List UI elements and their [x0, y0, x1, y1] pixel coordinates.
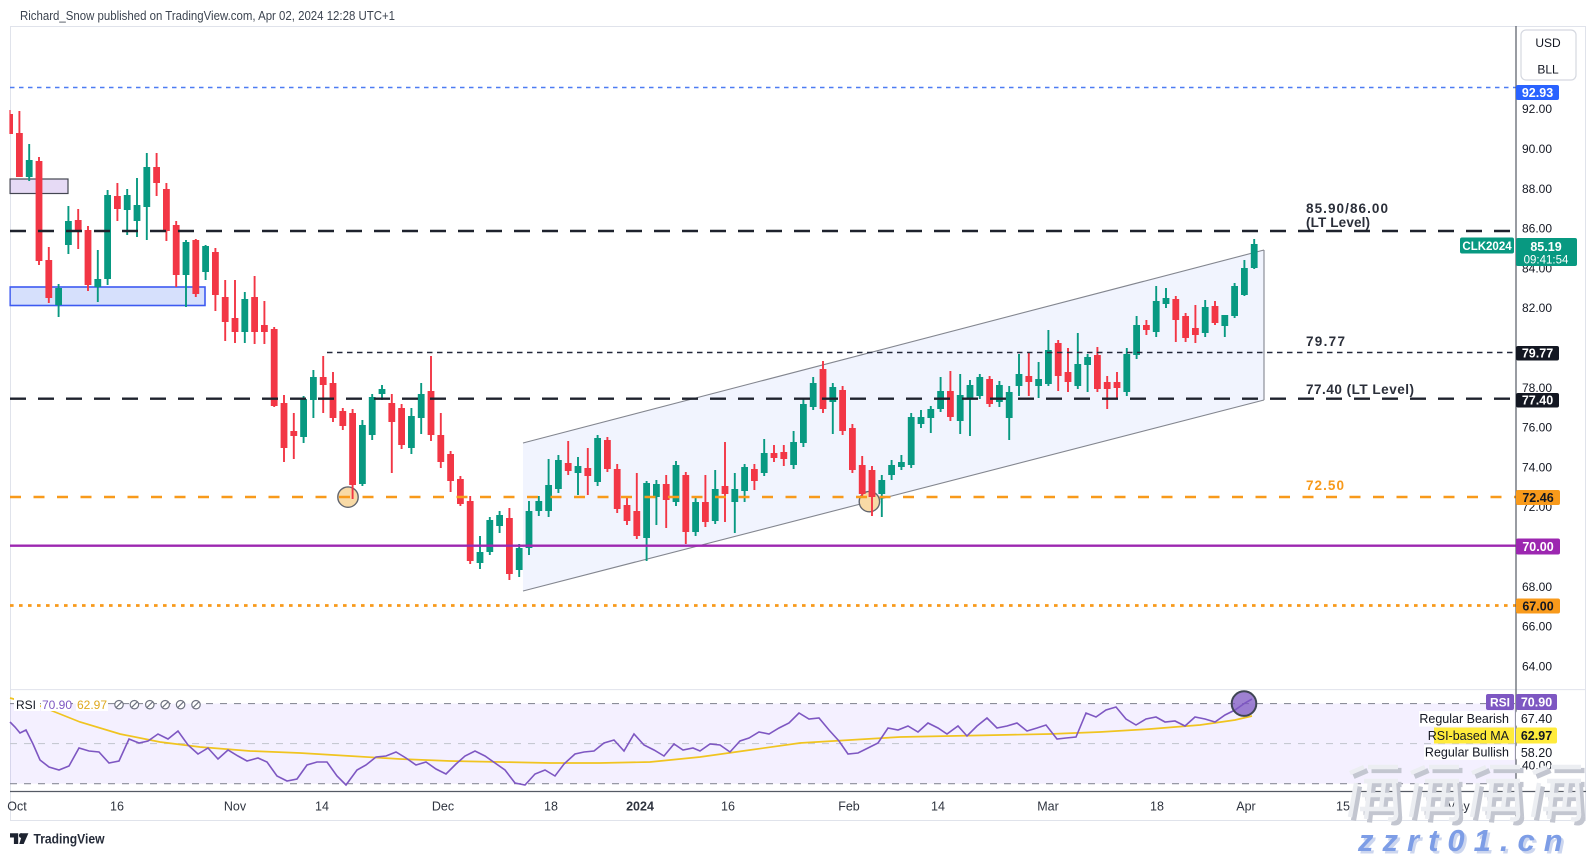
svg-text:16: 16 [721, 800, 735, 814]
svg-text:82.00: 82.00 [1522, 301, 1552, 315]
svg-text:Oct: Oct [7, 800, 27, 814]
svg-text:92.93: 92.93 [1522, 86, 1553, 100]
svg-text:TradingView: TradingView [34, 832, 105, 847]
svg-text:Apr: Apr [1236, 800, 1255, 814]
svg-text:15: 15 [1336, 800, 1350, 814]
svg-text:67.40: 67.40 [1521, 712, 1552, 726]
svg-text:Mar: Mar [1037, 800, 1059, 814]
svg-text:58.20: 58.20 [1521, 746, 1552, 760]
svg-text:85.90/86.00: 85.90/86.00 [1306, 201, 1388, 216]
svg-text:14: 14 [931, 800, 945, 814]
svg-text:88.00: 88.00 [1522, 182, 1552, 196]
svg-text:86.00: 86.00 [1522, 222, 1552, 236]
svg-text:74.00: 74.00 [1522, 460, 1552, 474]
svg-text:14: 14 [315, 800, 329, 814]
svg-text:16: 16 [110, 800, 124, 814]
svg-text:(LT Level): (LT Level) [1306, 215, 1370, 230]
svg-text:CLK2024: CLK2024 [1462, 241, 1512, 253]
svg-text:70.90: 70.90 [42, 698, 72, 712]
svg-text:62.97: 62.97 [1521, 729, 1552, 743]
svg-text:RSI: RSI [1490, 695, 1510, 709]
svg-text:Dec: Dec [432, 800, 454, 814]
svg-text:64.00: 64.00 [1522, 659, 1552, 673]
svg-text:79.77: 79.77 [1306, 334, 1345, 349]
svg-text:2024: 2024 [626, 800, 654, 814]
svg-text:RSI: RSI [16, 698, 36, 712]
svg-text:18: 18 [544, 800, 558, 814]
svg-text:Nov: Nov [224, 800, 247, 814]
svg-text:62.97: 62.97 [77, 698, 107, 712]
svg-text:66.00: 66.00 [1522, 620, 1552, 634]
svg-text:BLL: BLL [1537, 63, 1559, 77]
svg-text:77.40: 77.40 [1522, 394, 1553, 408]
svg-text:Feb: Feb [838, 800, 860, 814]
svg-text:Regular Bullish: Regular Bullish [1425, 746, 1509, 760]
svg-text:70.00: 70.00 [1522, 540, 1553, 554]
svg-text:79.77: 79.77 [1522, 347, 1553, 361]
svg-text:68.00: 68.00 [1522, 580, 1552, 594]
svg-text:70.90: 70.90 [1521, 695, 1552, 709]
svg-text:Regular Bearish: Regular Bearish [1419, 712, 1509, 726]
svg-text:18: 18 [1150, 800, 1164, 814]
svg-text:90.00: 90.00 [1522, 142, 1552, 156]
svg-text:67.00: 67.00 [1522, 599, 1553, 613]
svg-text:72.50: 72.50 [1306, 478, 1344, 493]
svg-text:85.19: 85.19 [1530, 240, 1561, 254]
svg-text:72.46: 72.46 [1522, 491, 1553, 505]
svg-text:Richard_Snow published on Trad: Richard_Snow published on TradingView.co… [20, 8, 395, 23]
svg-text:zzrt01.cn: zzrt01.cn [1357, 823, 1572, 857]
svg-text:92.00: 92.00 [1522, 102, 1552, 116]
svg-text:77.40 (LT Level): 77.40 (LT Level) [1306, 382, 1414, 397]
svg-text:RSI-based MA: RSI-based MA [1428, 729, 1510, 743]
svg-text:76.00: 76.00 [1522, 421, 1552, 435]
svg-text:zzrt01.cn: zzrt01.cn [1360, 826, 1575, 857]
svg-text:09:41:54: 09:41:54 [1524, 255, 1569, 267]
svg-text:USD: USD [1535, 36, 1561, 50]
svg-text:78.00: 78.00 [1522, 381, 1552, 395]
